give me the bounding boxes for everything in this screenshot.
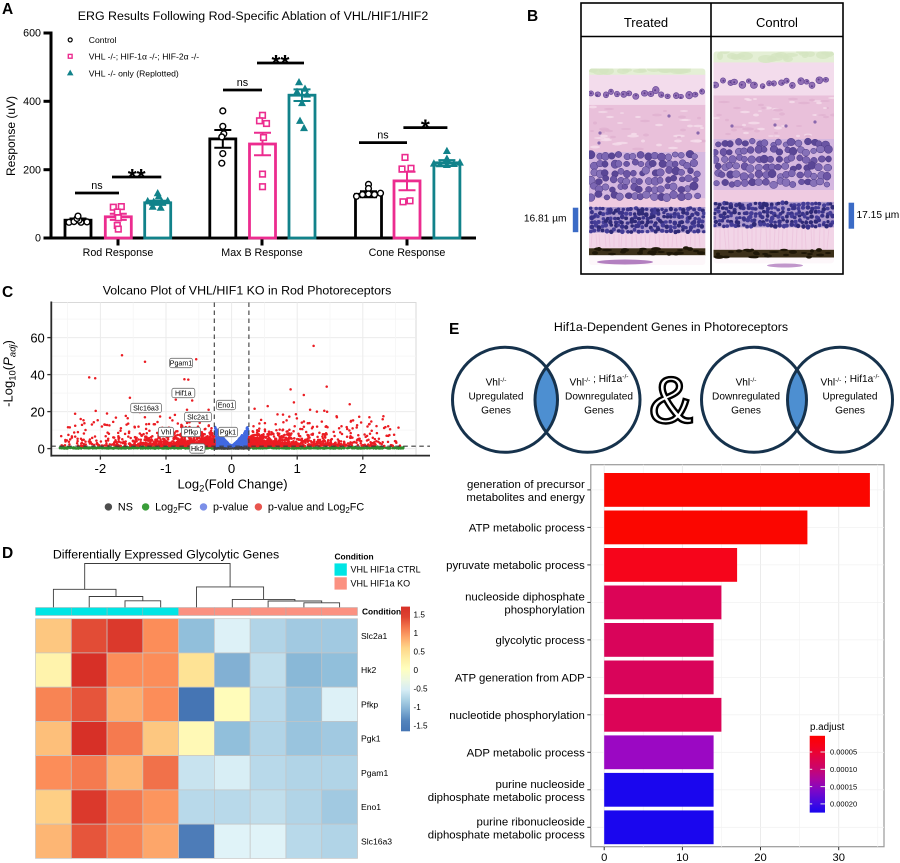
svg-text:**: ** (128, 164, 146, 190)
svg-text:Rod Response: Rod Response (83, 247, 154, 259)
svg-text:Cone Response: Cone Response (369, 247, 446, 259)
svg-text:VHL -/- only (Replotted): VHL -/- only (Replotted) (89, 69, 179, 79)
svg-text:Control: Control (756, 15, 798, 30)
svg-text:Volcano Plot of VHL/HIF1 KO in: Volcano Plot of VHL/HIF1 KO in Rod Photo… (103, 284, 392, 298)
svg-text:ERG Results Following Rod-Spec: ERG Results Following Rod-Specific Ablat… (78, 9, 429, 23)
svg-text:ns: ns (91, 180, 103, 192)
svg-text:16.81 µm: 16.81 µm (524, 214, 567, 225)
svg-text:**: ** (272, 50, 290, 76)
svg-text:A: A (2, 1, 13, 18)
svg-text:0: 0 (35, 233, 41, 245)
svg-text:Treated: Treated (624, 15, 668, 30)
svg-text:400: 400 (23, 96, 41, 108)
svg-text:ns: ns (237, 77, 249, 89)
svg-text:C: C (2, 284, 13, 301)
svg-text:B: B (527, 8, 538, 25)
svg-text:ns: ns (377, 130, 389, 142)
svg-text:Max B Response: Max B Response (221, 247, 302, 259)
svg-text:17.15 µm: 17.15 µm (857, 210, 900, 221)
svg-text:Response (uV): Response (uV) (4, 96, 18, 176)
svg-text:200: 200 (23, 164, 41, 176)
svg-text:VHL -/-; HIF-1α -/-; HIF-2α -/: VHL -/-; HIF-1α -/-; HIF-2α -/- (89, 52, 199, 62)
svg-text:Control: Control (89, 35, 117, 45)
svg-text:*: * (421, 115, 430, 141)
svg-text:600: 600 (23, 28, 41, 40)
